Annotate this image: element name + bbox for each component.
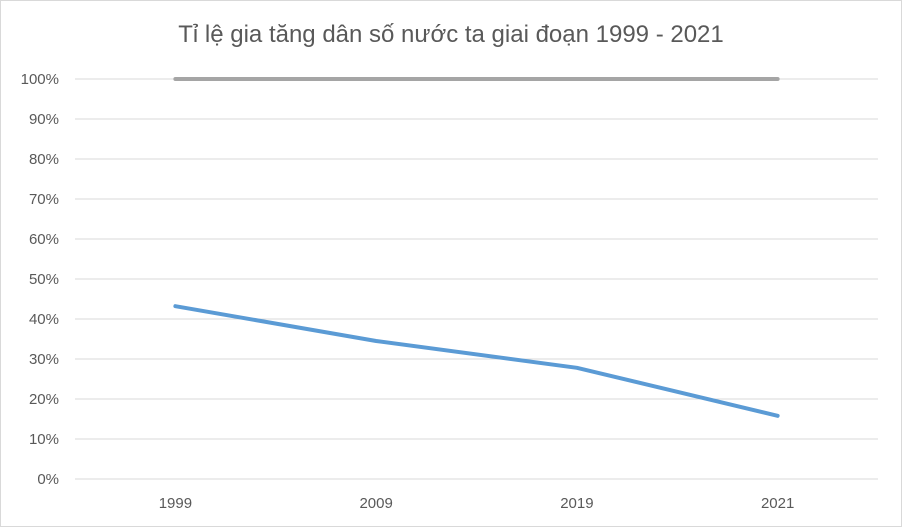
x-tick-label: 2019 xyxy=(560,495,593,512)
y-tick-label: 40% xyxy=(29,311,59,328)
y-tick-label: 80% xyxy=(29,151,59,168)
x-tick-label: 2021 xyxy=(761,495,794,512)
y-tick-label: 20% xyxy=(29,391,59,408)
y-axis-labels: 0% 10% 20% 30% 40% 50% 60% 70% 80% 90% 100% xyxy=(21,71,59,488)
series-line-1 xyxy=(173,304,780,418)
y-tick-label: 90% xyxy=(29,111,59,128)
y-tick-label: 70% xyxy=(29,191,59,208)
y-tick-label: 30% xyxy=(29,351,59,368)
y-tick-label: 50% xyxy=(29,271,59,288)
y-tick-label: 60% xyxy=(29,231,59,248)
x-axis-labels: 1999 2009 2019 2021 xyxy=(159,495,795,512)
series-lines xyxy=(173,77,780,418)
gridlines xyxy=(75,78,878,480)
y-tick-label: 10% xyxy=(29,431,59,448)
y-tick-label: 100% xyxy=(21,71,59,88)
y-tick-label: 0% xyxy=(37,471,59,488)
chart-title: Tỉ lệ gia tăng dân số nước ta giai đoạn … xyxy=(178,21,724,48)
x-tick-label: 1999 xyxy=(159,495,192,512)
x-tick-label: 2009 xyxy=(359,495,392,512)
